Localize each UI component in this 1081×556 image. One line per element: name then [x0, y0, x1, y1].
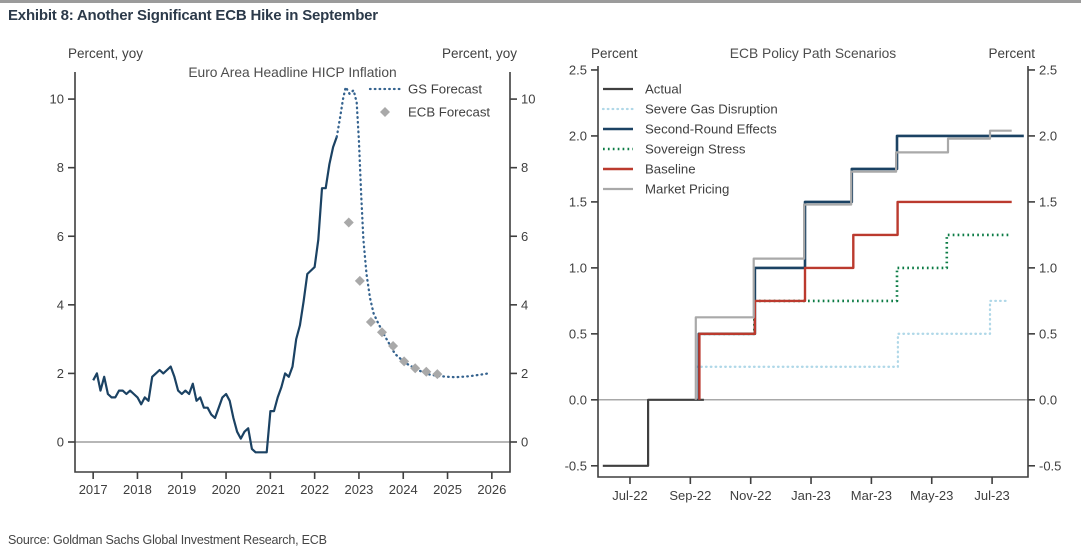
series-gs-forecast — [335, 85, 490, 379]
x-tick-label: Mar-23 — [851, 488, 892, 503]
x-tick-label: 2024 — [389, 482, 418, 497]
x-tick-label: 2017 — [79, 482, 108, 497]
exhibit-title: Exhibit 8: Another Significant ECB Hike … — [8, 7, 378, 24]
series-severe-gas-disruption — [695, 299, 1009, 368]
y-tick-label-right: -0.5 — [1039, 458, 1061, 473]
legend-label: Sovereign Stress — [645, 142, 746, 157]
legend-swatch-diamond-icon — [380, 107, 390, 117]
y-tick-label-right: 8 — [521, 160, 528, 175]
legend-label: Second-Round Effects — [645, 122, 777, 137]
x-tick-label: 2020 — [212, 482, 241, 497]
x-tick-label: Jul-22 — [612, 488, 647, 503]
chart-title: ECB Policy Path Scenarios — [730, 46, 897, 61]
x-tick-label: May-23 — [910, 488, 953, 503]
x-tick-label: 2023 — [344, 482, 373, 497]
y-tick-label-right: 1.5 — [1039, 194, 1057, 209]
y-tick-label-left: 0.0 — [569, 392, 587, 407]
x-tick-label: Nov-22 — [730, 488, 772, 503]
marker-ecb-forecast — [365, 316, 376, 327]
y-tick-label-left: 2 — [57, 366, 64, 381]
series-market-pricing — [694, 129, 1012, 400]
x-tick-label: Jul-23 — [974, 488, 1009, 503]
unit-label-right: Percent — [988, 46, 1035, 61]
y-tick-label-right: 0 — [521, 434, 528, 449]
x-tick-label: 2019 — [167, 482, 196, 497]
axes — [74, 72, 511, 473]
legend-label: Baseline — [645, 162, 696, 177]
x-tick-label: Jan-23 — [791, 488, 831, 503]
y-tick-label-left: -0.5 — [565, 458, 587, 473]
marker-ecb-forecast — [432, 369, 443, 380]
y-tick-label-right: 6 — [521, 229, 528, 244]
y-tick-label-right: 10 — [521, 92, 535, 107]
legend-label: ECB Forecast — [408, 105, 490, 120]
x-tick-label: 2026 — [477, 482, 506, 497]
y-tick-label-left: 2.5 — [569, 62, 587, 77]
x-tick-label: 2021 — [256, 482, 285, 497]
marker-ecb-forecast — [376, 327, 387, 338]
series-second-round-effects — [697, 134, 1024, 400]
legend-label: Market Pricing — [645, 182, 729, 197]
legend: Actual Severe Gas Disruption Second-Round … — [601, 82, 778, 197]
x-tick-label: Sep-22 — [669, 488, 711, 503]
y-tick-label-left: 1.5 — [569, 194, 587, 209]
source-note: Source: Goldman Sachs Global Investment … — [8, 533, 327, 547]
legend: GS Forecast ECB Forecast — [368, 82, 490, 120]
axes — [597, 66, 1029, 478]
marker-ecb-forecast — [354, 275, 365, 286]
y-tick-label-right: 2 — [521, 366, 528, 381]
series-hicp-actual — [92, 136, 338, 454]
y-tick-label-right: 4 — [521, 297, 528, 312]
hicp-inflation-chart: 0 0 2 2 4 4 6 6 8 8 10 10 2017 2018 2019 2020 2021 2022 20… — [50, 46, 536, 497]
series-actual — [602, 398, 704, 467]
unit-label-left: Percent — [591, 46, 638, 61]
y-tick-label-left: 10 — [50, 92, 64, 107]
legend-label: GS Forecast — [408, 82, 482, 97]
y-tick-label-right: 2.5 — [1039, 62, 1057, 77]
legend-label: Actual — [645, 82, 682, 97]
y-tick-label-left: 1.0 — [569, 260, 587, 275]
y-tick-label-right: 0.5 — [1039, 326, 1057, 341]
marker-ecb-forecast — [343, 217, 354, 228]
unit-label-left: Percent, yoy — [68, 46, 143, 61]
y-tick-label-left: 8 — [57, 160, 64, 175]
marker-ecb-forecast — [410, 363, 421, 374]
y-tick-label-left: 0.5 — [569, 326, 587, 341]
marker-ecb-forecast — [388, 340, 399, 351]
y-tick-label-left: 0 — [57, 434, 64, 449]
unit-label-right: Percent, yoy — [442, 46, 517, 61]
y-tick-label-left: 6 — [57, 229, 64, 244]
legend-label: Severe Gas Disruption — [645, 102, 778, 117]
series-baseline — [698, 200, 1012, 400]
top-border — [0, 0, 1081, 3]
x-tick-label: 2022 — [300, 482, 329, 497]
marker-ecb-forecast — [399, 356, 410, 367]
y-tick-label-right: 2.0 — [1039, 128, 1057, 143]
marker-ecb-forecast — [421, 366, 432, 377]
y-tick-label-left: 4 — [57, 297, 64, 312]
x-tick-label: 2025 — [433, 482, 462, 497]
y-tick-label-right: 1.0 — [1039, 260, 1057, 275]
chart-title: Euro Area Headline HICP Inflation — [188, 65, 396, 80]
policy-path-chart: -0.5 -0.5 0.0 0.0 0.5 0.5 1.0 1.0 1.5 1.5 2.0 2.0 2.… — [565, 46, 1062, 503]
x-tick-label: 2018 — [123, 482, 152, 497]
y-tick-label-right: 0.0 — [1039, 392, 1057, 407]
y-tick-label-left: 2.0 — [569, 128, 587, 143]
